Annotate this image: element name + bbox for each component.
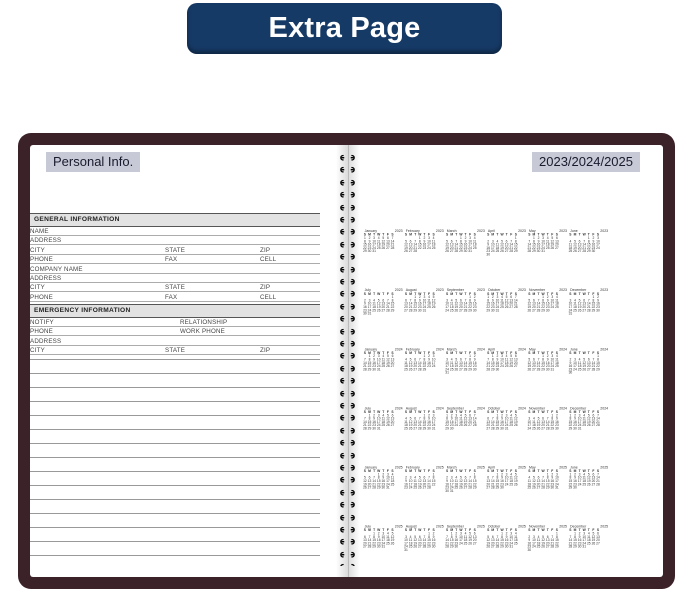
svg-text:January: January — [365, 229, 378, 233]
svg-text:2025: 2025 — [600, 466, 608, 470]
svg-text:2526272829: 2526272829 — [404, 367, 426, 371]
svg-text:2930: 2930 — [445, 427, 453, 431]
svg-text:2024: 2024 — [477, 406, 485, 410]
svg-text:2025: 2025 — [600, 525, 608, 529]
svg-text:252627282930: 252627282930 — [569, 249, 596, 253]
svg-text:2024: 2024 — [559, 406, 567, 410]
svg-text:2024: 2024 — [518, 406, 526, 410]
svg-text:January: January — [365, 347, 378, 351]
svg-text:25262728293031: 25262728293031 — [527, 486, 558, 490]
svg-text:2023: 2023 — [518, 229, 526, 233]
svg-text:2023: 2023 — [477, 288, 485, 292]
svg-text:2023: 2023 — [436, 288, 444, 292]
svg-text:28293031: 28293031 — [527, 249, 545, 253]
svg-text:2024: 2024 — [477, 347, 485, 351]
svg-text:2025: 2025 — [395, 525, 403, 529]
svg-text:SMTWTFS: SMTWTFS — [569, 292, 600, 296]
svg-text:27282930: 27282930 — [486, 486, 504, 490]
svg-text:2025: 2025 — [518, 525, 526, 529]
svg-text:2024: 2024 — [559, 347, 567, 351]
svg-text:2025: 2025 — [477, 525, 485, 529]
svg-text:3031: 3031 — [445, 489, 453, 493]
svg-text:293031: 293031 — [486, 308, 499, 312]
svg-text:SMTWTFS: SMTWTFS — [528, 410, 559, 414]
svg-text:2023: 2023 — [477, 229, 485, 233]
svg-text:2930: 2930 — [569, 486, 577, 490]
svg-text:2023: 2023 — [559, 288, 567, 292]
svg-text:31: 31 — [404, 548, 408, 552]
svg-text:2024: 2024 — [436, 347, 444, 351]
svg-text:2025: 2025 — [559, 466, 567, 470]
svg-text:SMTWTFS: SMTWTFS — [446, 351, 477, 355]
svg-text:24252627282930: 24252627282930 — [445, 308, 476, 312]
svg-text:293031: 293031 — [569, 427, 582, 431]
svg-text:232425262728: 232425262728 — [404, 486, 431, 490]
svg-text:30: 30 — [569, 371, 573, 375]
svg-text:23242526272829: 23242526272829 — [527, 545, 558, 549]
svg-text:262728293031: 262728293031 — [363, 486, 390, 490]
svg-text:2728293031: 2728293031 — [486, 427, 508, 431]
svg-text:23242526272829: 23242526272829 — [569, 367, 600, 371]
svg-text:SMTWTFS: SMTWTFS — [446, 469, 477, 473]
svg-text:2024: 2024 — [600, 406, 608, 410]
svg-text:3031: 3031 — [363, 312, 371, 316]
svg-text:2024: 2024 — [600, 347, 608, 351]
svg-text:SMTWTFS: SMTWTFS — [364, 292, 395, 296]
svg-text:24252627282930: 24252627282930 — [569, 308, 600, 312]
svg-text:SMTWTFS: SMTWTFS — [405, 410, 436, 414]
svg-text:2025: 2025 — [395, 466, 403, 470]
svg-text:28293031: 28293031 — [363, 427, 381, 431]
svg-text:30: 30 — [527, 548, 531, 552]
svg-text:282930: 282930 — [445, 545, 458, 549]
svg-text:2024: 2024 — [436, 406, 444, 410]
svg-text:2025: 2025 — [518, 466, 526, 470]
svg-text:2023: 2023 — [518, 288, 526, 292]
svg-text:25262728293031: 25262728293031 — [404, 427, 435, 431]
svg-text:January: January — [365, 466, 378, 470]
svg-text:2024: 2024 — [518, 347, 526, 351]
svg-text:31: 31 — [569, 312, 573, 316]
svg-text:2025: 2025 — [559, 525, 567, 529]
svg-text:SMTWTFS: SMTWTFS — [569, 351, 600, 355]
svg-text:30: 30 — [486, 253, 490, 257]
svg-text:262728: 262728 — [404, 249, 417, 253]
svg-text:2025: 2025 — [436, 466, 444, 470]
svg-text:SMTWTFS: SMTWTFS — [569, 233, 600, 237]
svg-text:293031: 293031 — [363, 249, 376, 253]
svg-text:262728293031: 262728293031 — [445, 249, 472, 253]
svg-text:2025: 2025 — [436, 525, 444, 529]
svg-text:282930: 282930 — [486, 367, 499, 371]
svg-text:2023: 2023 — [436, 229, 444, 233]
svg-text:2025: 2025 — [477, 466, 485, 470]
svg-text:SMTWTFS: SMTWTFS — [405, 528, 436, 532]
svg-text:262728293031: 262728293031 — [486, 545, 513, 549]
svg-text:October: October — [488, 288, 501, 292]
svg-text:2023: 2023 — [559, 229, 567, 233]
svg-text:2023: 2023 — [395, 229, 403, 233]
svg-text:SMTWTFS: SMTWTFS — [446, 292, 477, 296]
svg-text:October: October — [488, 406, 501, 410]
svg-text:2024: 2024 — [395, 406, 403, 410]
svg-text:28293031: 28293031 — [569, 545, 587, 549]
svg-text:24252627282930: 24252627282930 — [404, 545, 435, 549]
svg-text:24252627282930: 24252627282930 — [527, 427, 558, 431]
svg-text:SMTWTFS: SMTWTFS — [487, 233, 518, 237]
svg-text:2728293031: 2728293031 — [404, 308, 426, 312]
svg-text:2023: 2023 — [395, 288, 403, 292]
svg-text:2728293031: 2728293031 — [363, 545, 385, 549]
svg-text:2627282930: 2627282930 — [527, 308, 549, 312]
svg-text:2024: 2024 — [395, 347, 403, 351]
svg-text:2023: 2023 — [600, 229, 608, 233]
svg-text:October: October — [488, 525, 501, 529]
svg-text:2023: 2023 — [600, 288, 608, 292]
svg-text:24252627282930: 24252627282930 — [445, 367, 476, 371]
svg-text:SMTWTFS: SMTWTFS — [528, 528, 559, 532]
svg-text:262728293031: 262728293031 — [527, 367, 554, 371]
svg-text:28293031: 28293031 — [363, 367, 381, 371]
svg-text:SMTWTFS: SMTWTFS — [405, 351, 436, 355]
svg-text:31: 31 — [445, 371, 449, 375]
svg-text:SMTWTFS: SMTWTFS — [405, 469, 436, 473]
svg-text:23242526272829: 23242526272829 — [486, 249, 517, 253]
